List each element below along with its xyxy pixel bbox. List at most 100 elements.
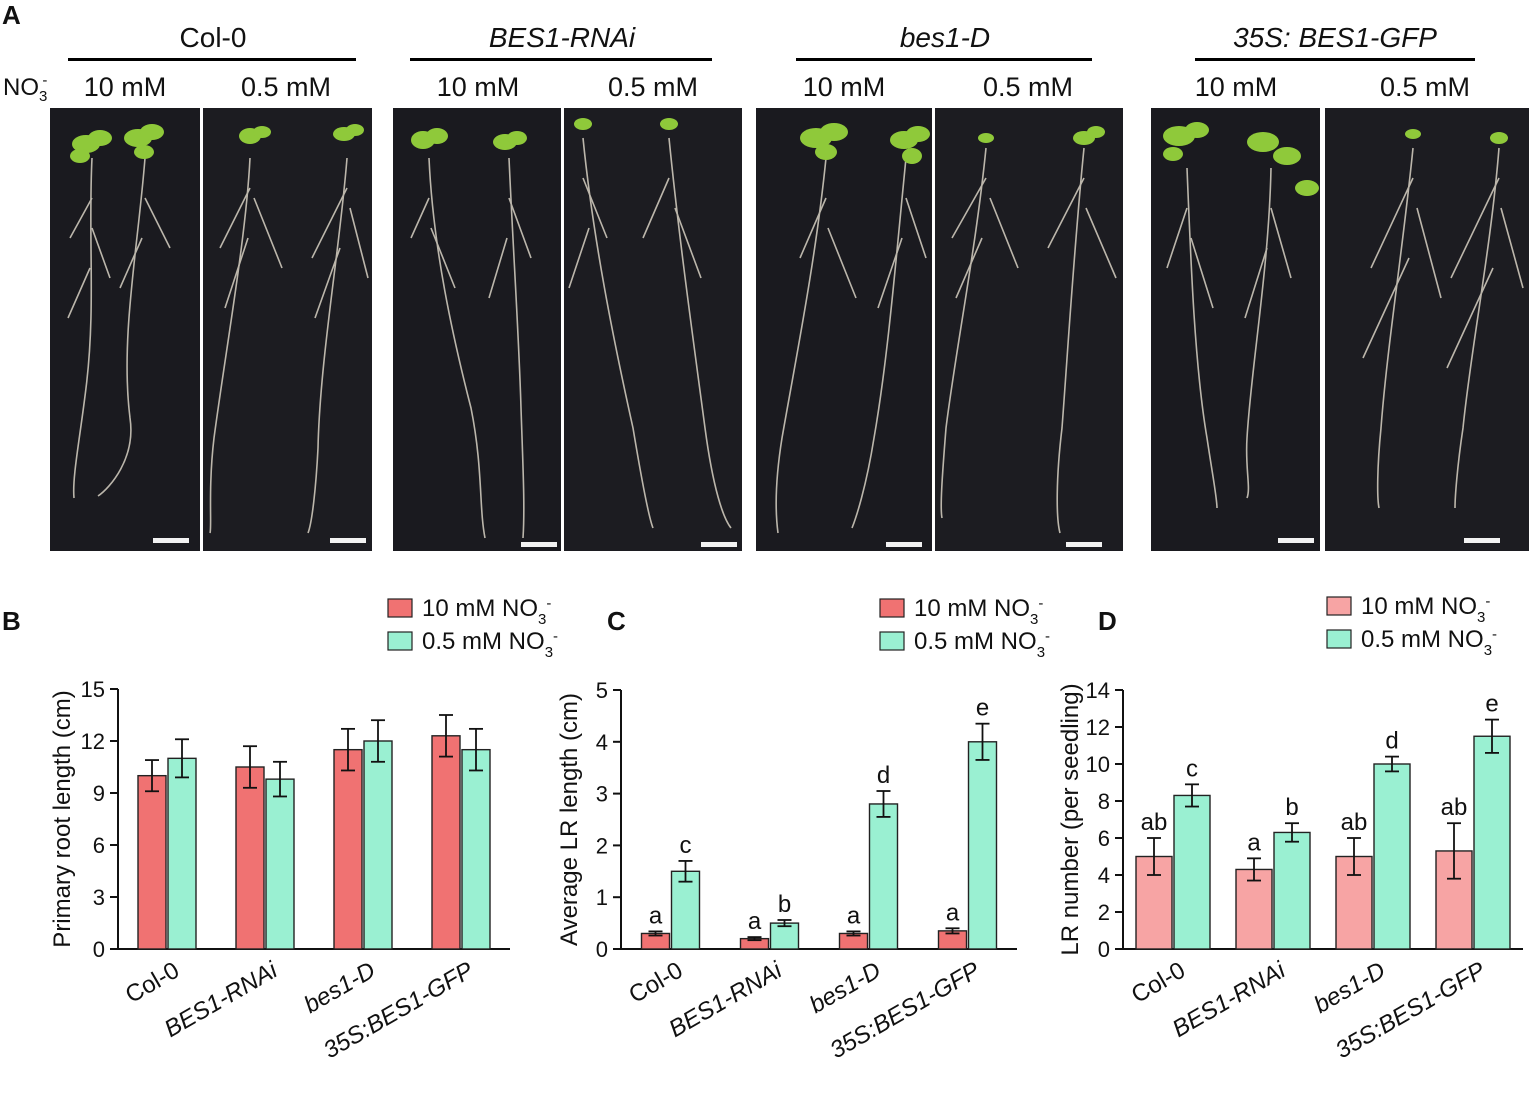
y-tick-label: 6: [1098, 826, 1110, 851]
y-tick-label: 0: [1098, 937, 1110, 962]
bar: [137, 774, 167, 950]
bar: [431, 735, 461, 950]
genotype-underline: [410, 58, 712, 61]
legend-label: 0.5 mM NO3-: [1361, 626, 1497, 659]
y-axis-label: Average LR length (cm): [556, 693, 583, 946]
y-tick-label: 6: [93, 833, 105, 858]
conc-label: 10 mM: [83, 72, 167, 102]
genotype-header-col0: Col-0: [179, 22, 247, 53]
significance-letter: a: [649, 902, 663, 929]
seedling-photo-35s-bes1-gfp: [1151, 108, 1529, 551]
genotype-underline: [1195, 58, 1475, 61]
bar: [670, 870, 701, 950]
bar: [363, 740, 393, 950]
y-tick-label: 3: [596, 782, 608, 807]
significance-letter: a: [1247, 829, 1261, 856]
genotype-underline: [796, 58, 1092, 61]
significance-letter: d: [877, 762, 890, 789]
y-tick-label: 4: [596, 730, 608, 755]
significance-letter: c: [1186, 755, 1198, 782]
y-tick-label: 14: [1086, 678, 1110, 703]
x-tick-label: Col-0: [624, 957, 687, 1009]
seedling-photo-bes1-rnai: [393, 108, 742, 551]
significance-letter: a: [847, 902, 861, 929]
genotype-header-35s-bes1-gfp: 35S: BES1-GFP: [1233, 22, 1437, 53]
legend-label: 10 mM NO3-: [422, 595, 551, 628]
conc-label: 0.5 mM: [607, 72, 699, 102]
bar: [1173, 794, 1211, 950]
significance-letter: ab: [1141, 809, 1168, 836]
bar: [265, 778, 295, 950]
bar: [967, 741, 998, 950]
significance-letter: c: [680, 832, 692, 859]
legend-swatch: [1326, 596, 1352, 616]
significance-letter: a: [748, 908, 762, 935]
conc-label: 10 mM: [436, 72, 520, 102]
panel-b-label: B: [2, 606, 21, 636]
genotype-underline: [68, 58, 356, 61]
legend-label: 0.5 mM NO3-: [422, 628, 558, 661]
conc-label: 0.5 mM: [982, 72, 1074, 102]
y-tick-label: 4: [1098, 863, 1110, 888]
y-tick-label: 3: [93, 885, 105, 910]
panel-d-label: D: [1098, 606, 1117, 636]
y-tick-label: 8: [1098, 789, 1110, 814]
bar: [461, 748, 491, 950]
bar: [333, 748, 363, 950]
legend-swatch: [387, 631, 413, 651]
significance-letter: a: [946, 899, 960, 926]
bar: [1373, 763, 1411, 950]
bar: [235, 766, 265, 950]
significance-letter: d: [1385, 728, 1398, 755]
legend-label: 0.5 mM NO3-: [914, 628, 1050, 661]
y-tick-label: 2: [596, 833, 608, 858]
y-tick-label: 12: [1086, 715, 1110, 740]
panel-c-label: C: [607, 606, 626, 636]
panel-a-label: A: [2, 0, 21, 30]
bar: [1473, 735, 1511, 950]
bar: [1273, 831, 1311, 950]
y-tick-label: 9: [93, 781, 105, 806]
significance-letter: ab: [1441, 794, 1468, 821]
y-axis-label: LR number (per seedling): [1057, 683, 1084, 955]
significance-letter: b: [778, 891, 791, 918]
x-tick-label: BES1-RNAi: [160, 956, 283, 1042]
y-axis-label: Primary root length (cm): [49, 690, 76, 947]
y-tick-label: 12: [81, 729, 105, 754]
x-tick-label: BES1-RNAi: [1168, 956, 1291, 1042]
legend-swatch: [1326, 629, 1352, 649]
bar: [167, 757, 197, 950]
legend-swatch: [879, 598, 905, 618]
y-tick-label: 0: [93, 937, 105, 962]
y-tick-label: 10: [1086, 752, 1110, 777]
significance-letter: e: [1485, 691, 1498, 718]
significance-letter: ab: [1341, 809, 1368, 836]
conc-label: 10 mM: [1194, 72, 1278, 102]
y-tick-label: 1: [596, 885, 608, 910]
genotype-header-bes1-d: bes1-D: [899, 22, 991, 53]
nitrate-label: NO3-: [3, 72, 48, 105]
genotype-header-bes1-rnai: BES1-RNAi: [488, 22, 636, 53]
bar: [769, 922, 800, 950]
bar: [868, 803, 899, 950]
y-tick-label: 0: [596, 937, 608, 962]
x-tick-label: bes1-D: [299, 957, 380, 1019]
seedling-photo-col0: [50, 108, 372, 551]
x-tick-label: Col-0: [1127, 957, 1190, 1009]
seedling-photo-bes1-d: [756, 108, 1123, 551]
y-tick-label: 2: [1098, 900, 1110, 925]
x-tick-label: bes1-D: [805, 957, 886, 1019]
x-tick-label: BES1-RNAi: [664, 956, 787, 1042]
y-tick-label: 5: [596, 678, 608, 703]
legend-swatch: [879, 631, 905, 651]
significance-letter: b: [1285, 794, 1298, 821]
x-tick-label: bes1-D: [1309, 957, 1390, 1019]
conc-label: 0.5 mM: [1379, 72, 1471, 102]
conc-label: 0.5 mM: [240, 72, 332, 102]
legend-swatch: [387, 598, 413, 618]
x-tick-label: Col-0: [121, 957, 184, 1009]
chart-average-lr-length: 10 mM NO3-0.5 mM NO3- 0 1 2 3 4 5 Average LR le…: [556, 595, 1050, 1064]
conc-label: 10 mM: [802, 72, 886, 102]
